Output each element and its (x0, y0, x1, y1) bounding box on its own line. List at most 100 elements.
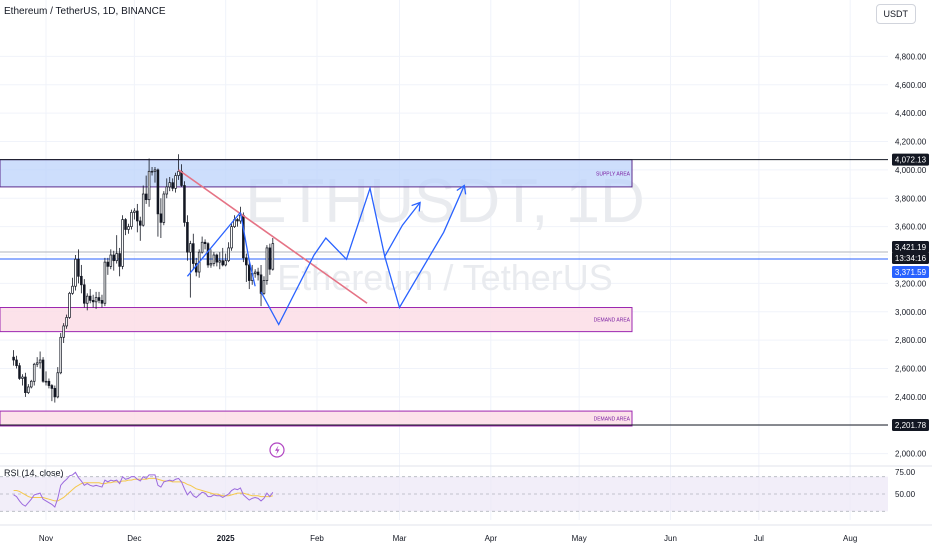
y-tick-label: 2,800.00 (895, 336, 927, 345)
candle-up (121, 219, 124, 267)
x-tick-label: May (572, 534, 587, 543)
rsi-line (13, 471, 274, 508)
zigzag-line (186, 212, 241, 277)
candle-down (53, 388, 57, 398)
candle-down (12, 356, 15, 361)
y-tick-label: 2,400.00 (895, 393, 927, 402)
candle-down (259, 274, 263, 294)
candle-up (133, 210, 136, 213)
candle-up (130, 212, 133, 227)
candle-up (59, 336, 62, 374)
price-label-box (892, 153, 929, 166)
watermark-name: Ethereum / TetherUS (277, 257, 613, 298)
candle-down (245, 257, 248, 266)
candle-up (103, 261, 107, 304)
price-label-box (892, 266, 929, 278)
candle-down (180, 170, 183, 186)
zone-demand (0, 307, 633, 333)
price-label: 3,421.19 (895, 243, 927, 252)
y-tick-label: 4,600.00 (895, 81, 927, 90)
x-tick-label: Apr (485, 534, 498, 543)
x-tick-label: Jun (664, 534, 677, 543)
candle-down (47, 380, 51, 386)
y-tick-label: 3,800.00 (895, 194, 927, 203)
candle-up (150, 170, 154, 173)
candle-up (224, 260, 227, 266)
arrow-head (456, 184, 467, 195)
x-tick-label: Aug (843, 534, 857, 543)
zigzag-line (239, 212, 256, 287)
candle-up (147, 170, 151, 201)
candle-up (162, 193, 166, 223)
candle-up (65, 317, 68, 327)
trendline (178, 169, 368, 304)
candle-down (118, 253, 121, 267)
candle-up (94, 297, 98, 303)
projection-path (384, 185, 465, 310)
candle-up (85, 295, 89, 304)
candle-up (74, 258, 77, 287)
candle-down (15, 359, 18, 367)
candle-up (165, 186, 169, 195)
quote-currency-button[interactable]: USDT (875, 4, 916, 24)
candle-down (136, 210, 139, 222)
candle-up (209, 263, 213, 266)
candle-down (144, 193, 148, 201)
y-tick-label: 4,000.00 (895, 166, 927, 175)
candle-up (109, 254, 113, 267)
candle-down (183, 185, 186, 223)
candle-up (230, 226, 233, 249)
horizontal-levels[interactable] (0, 159, 888, 426)
y-tick-label: 3,600.00 (895, 223, 927, 232)
drawings[interactable] (178, 169, 467, 326)
candle-up (141, 193, 145, 226)
candle-up (35, 362, 39, 365)
candle-down (156, 169, 160, 215)
x-tick-label: Jul (754, 534, 764, 543)
rsi-pane[interactable]: RSI (14, close) 75.00 50.00 (0, 465, 932, 512)
event-marker[interactable] (269, 442, 285, 458)
candle-down (91, 300, 95, 303)
y-tick-label: 3,200.00 (895, 279, 927, 288)
symbol-title: Ethereum / TetherUS, 1D, BINANCE (4, 6, 166, 17)
y-tick-label: 4,200.00 (895, 138, 927, 147)
candle-down (138, 220, 142, 226)
x-axis[interactable]: Nov Dec 2025 Feb Mar Apr May Jun Jul Aug (0, 524, 932, 543)
rsi-tick-label: 75.00 (895, 468, 916, 477)
candle-down (80, 275, 83, 286)
candle-down (18, 365, 21, 379)
candle-up (189, 243, 192, 253)
candle-down (247, 264, 251, 281)
candle-down (215, 254, 219, 263)
lightning-icon-glyph (275, 445, 280, 455)
candle-up (253, 271, 257, 274)
price-label-box (892, 252, 929, 264)
x-tick-label: Feb (310, 534, 324, 543)
candle-down (159, 213, 163, 223)
y-tick-label: 2,600.00 (895, 365, 927, 374)
candle-up (153, 169, 157, 172)
candle-up (44, 380, 48, 383)
candle-up (265, 247, 269, 281)
candle-up (218, 260, 222, 263)
x-tick-label: Mar (393, 534, 407, 543)
candle-up (127, 226, 130, 230)
zone-label: SUPPLY AREA (596, 171, 631, 177)
zone-label: DEMAND AREA (594, 318, 631, 324)
x-tick-label: Dec (127, 534, 141, 543)
candle-up (174, 175, 177, 189)
price-label: 3,371.59 (895, 268, 927, 277)
candle-down (112, 254, 116, 262)
candle-down (192, 243, 195, 264)
y-tick-label: 4,400.00 (895, 109, 927, 118)
zones[interactable]: SUPPLY AREA DEMAND AREA DEMAND AREA (0, 159, 633, 427)
arrow-head (411, 201, 421, 212)
candle-down (106, 261, 110, 267)
candle-up (62, 325, 65, 338)
price-label: 2,201.78 (895, 421, 927, 430)
x-tick-label: Nov (39, 534, 53, 543)
candle-down (100, 300, 104, 304)
zone-supply (0, 159, 633, 188)
